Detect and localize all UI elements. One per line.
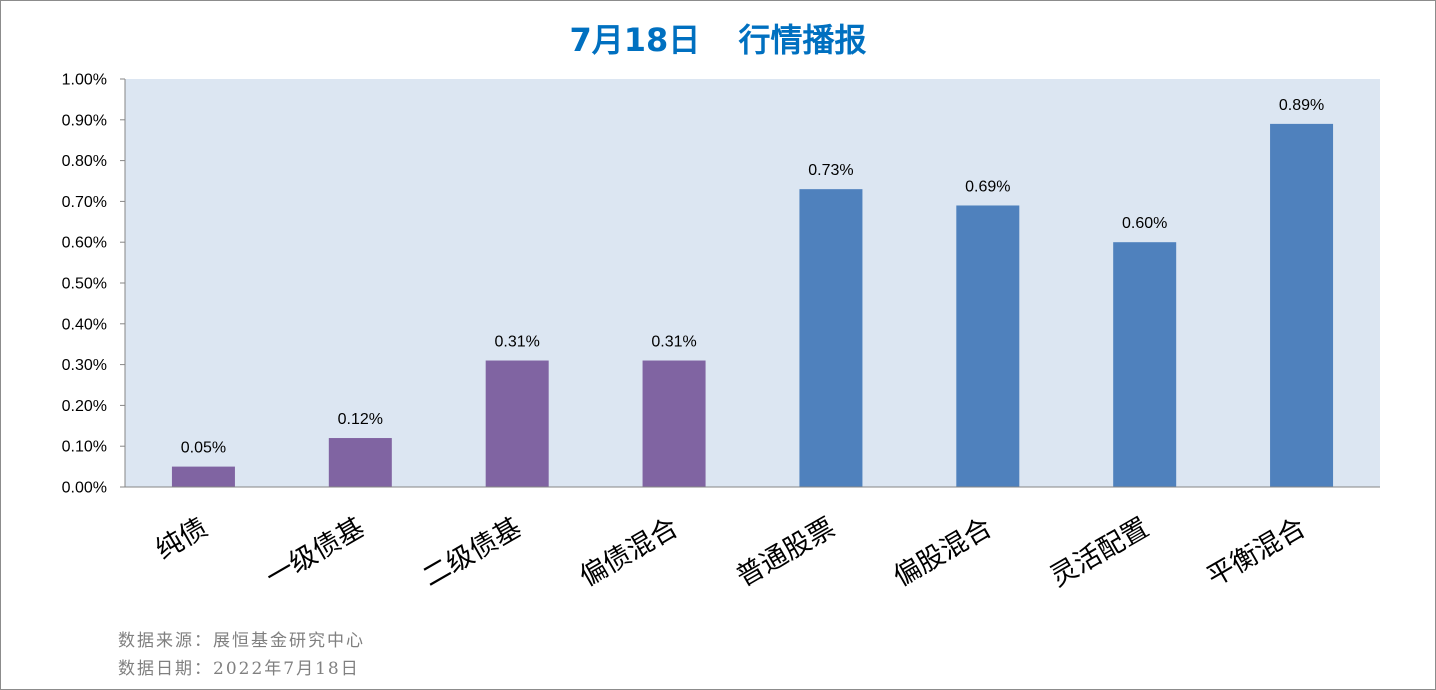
bar-value-label: 0.31% <box>495 334 540 351</box>
x-category-label: 偏债混合 <box>575 512 684 593</box>
x-category-label: 偏股混合 <box>888 512 997 593</box>
bar <box>956 205 1020 488</box>
x-category-label: 平衡混合 <box>1202 512 1311 593</box>
y-tick-label: 0.20% <box>62 398 107 415</box>
y-tick-label: 0.50% <box>62 276 107 293</box>
x-category-label: 二级债基 <box>418 512 527 593</box>
y-tick-label: 0.10% <box>62 439 107 456</box>
x-category-label: 普通股票 <box>731 512 840 593</box>
bar <box>1113 242 1177 487</box>
y-tick-label: 0.80% <box>62 153 107 170</box>
y-tick-label: 0.00% <box>62 480 107 497</box>
bar-value-label: 0.89% <box>1279 97 1324 114</box>
x-category-label: 灵活配置 <box>1045 512 1154 593</box>
bar-value-label: 0.69% <box>965 178 1010 195</box>
bar-value-label: 0.60% <box>1122 215 1167 232</box>
plot-area <box>125 79 1380 487</box>
bar <box>328 438 392 487</box>
chart-title: 7月18日 行情播报 <box>569 21 867 59</box>
y-tick-label: 0.30% <box>62 357 107 374</box>
y-tick-label: 0.70% <box>62 194 107 211</box>
bar <box>171 466 235 487</box>
bar-value-label: 0.31% <box>651 334 696 351</box>
x-category-label: 一级债基 <box>261 512 370 593</box>
bar-value-label: 0.05% <box>181 440 226 457</box>
bar <box>642 360 706 487</box>
bar <box>485 360 549 487</box>
data-source-note: 数据来源：展恒基金研究中心 <box>118 631 365 651</box>
bar <box>1270 123 1334 487</box>
y-tick-label: 0.90% <box>62 112 107 129</box>
y-tick-label: 1.00% <box>62 72 107 89</box>
bar <box>799 189 863 487</box>
bar-value-label: 0.12% <box>338 411 383 428</box>
data-date-note: 数据日期：2022年7月18日 <box>118 659 360 679</box>
y-tick-label: 0.60% <box>62 235 107 252</box>
bar-value-label: 0.73% <box>808 162 853 179</box>
y-tick-label: 0.40% <box>62 316 107 333</box>
x-category-label: 纯债 <box>151 512 213 566</box>
